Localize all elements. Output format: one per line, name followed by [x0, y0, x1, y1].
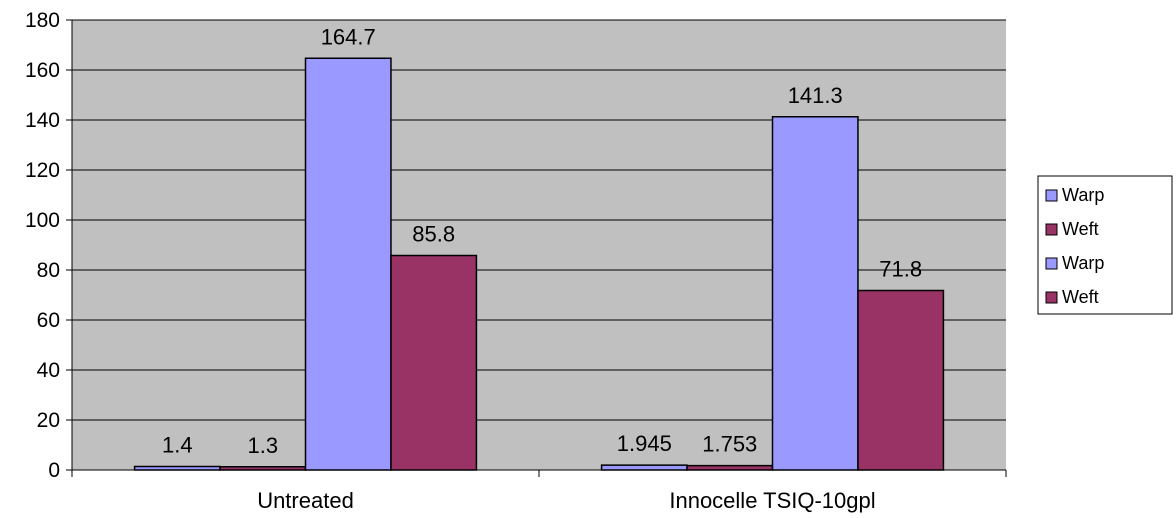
x-tick-label: Innocelle TSIQ-10gpl — [669, 488, 875, 513]
legend-label: Weft — [1062, 287, 1099, 307]
legend-label: Weft — [1062, 219, 1099, 239]
axes — [71, 20, 1007, 477]
legend-label: Warp — [1062, 185, 1104, 205]
y-tick-label: 80 — [37, 259, 60, 282]
y-tick-label: 100 — [25, 209, 60, 232]
y-tick-label: 160 — [25, 59, 60, 82]
legend-swatch — [1045, 291, 1058, 304]
data-label: 1.945 — [617, 431, 672, 456]
data-label: 1.3 — [247, 433, 278, 458]
data-label: 1.4 — [162, 433, 193, 458]
legend-label: Warp — [1062, 253, 1104, 273]
legend-swatch — [1045, 257, 1058, 270]
legend-swatch — [1045, 189, 1058, 202]
y-axis-ticks: 0 20 40 60 80 100 120 140 160 180 — [25, 9, 72, 482]
y-tick-label: 40 — [37, 359, 60, 382]
data-label: 71.8 — [879, 257, 922, 282]
y-tick-label: 140 — [25, 109, 60, 132]
bar — [600, 464, 688, 471]
data-label: 1.753 — [702, 432, 757, 457]
data-label: 164.7 — [321, 24, 376, 49]
bar — [686, 464, 774, 471]
bars — [133, 57, 945, 471]
value-labels: 1.4 1.3 164.7 85.8 1.945 1.753 141.3 71.8 — [162, 24, 922, 458]
x-axis-labels: Untreated Innocelle TSIQ-10gpl — [257, 488, 875, 513]
bar — [857, 289, 945, 471]
bar — [390, 254, 478, 471]
legend-box — [1037, 175, 1173, 315]
bar — [133, 465, 221, 471]
y-tick-label: 0 — [48, 459, 60, 482]
y-tick-label: 60 — [37, 309, 60, 332]
legend: Warp Weft Warp Weft — [1037, 175, 1173, 315]
legend-swatch — [1045, 223, 1058, 236]
y-tick-label: 20 — [37, 409, 60, 432]
y-tick-label: 120 — [25, 159, 60, 182]
bar — [771, 116, 859, 471]
data-label: 85.8 — [412, 222, 455, 247]
y-tick-label: 180 — [25, 9, 60, 32]
data-label: 141.3 — [788, 83, 843, 108]
bar — [304, 57, 392, 471]
x-tick-label: Untreated — [257, 488, 354, 513]
